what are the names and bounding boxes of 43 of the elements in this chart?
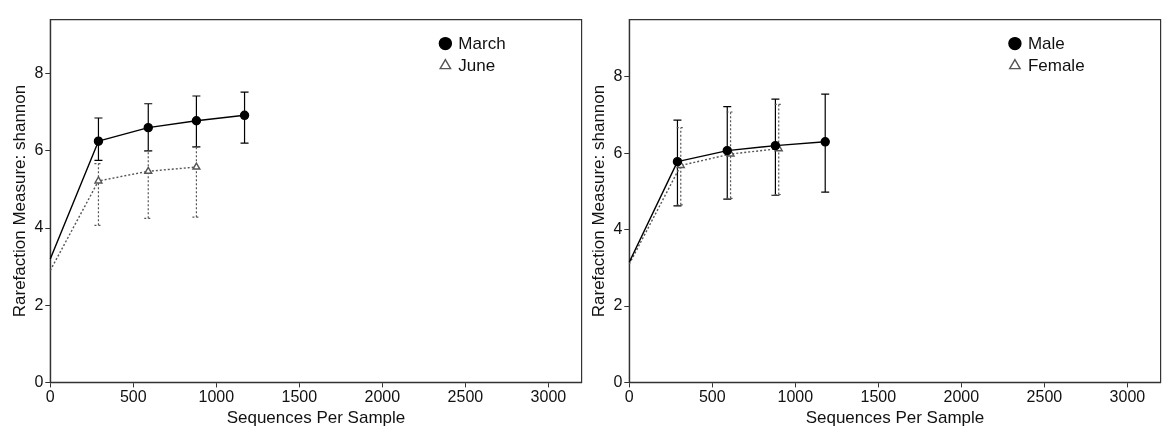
- y-tick-label: 8: [613, 67, 623, 85]
- x-tick-label: 2500: [1026, 388, 1063, 406]
- legend-label: Female: [1027, 56, 1085, 76]
- x-tick-label: 500: [119, 388, 147, 406]
- point: [191, 116, 202, 126]
- y-tick-label: 6: [34, 141, 44, 159]
- x-tick-label: 1500: [860, 388, 897, 406]
- x-tick-label: 3000: [530, 388, 567, 406]
- point: [143, 122, 153, 133]
- y-tick-label: 8: [34, 64, 44, 82]
- x-axis-title: Sequences Per Sample: [226, 408, 406, 428]
- y-axis-title: Rarefaction Measure: shannon: [9, 84, 29, 318]
- x-tick-label: 500: [698, 388, 726, 406]
- x-tick-label: 1000: [198, 388, 235, 406]
- x-tick-label: 1500: [281, 388, 318, 406]
- point: [820, 137, 830, 147]
- y-tick-label: 2: [34, 295, 44, 313]
- legend-label: March: [458, 34, 506, 54]
- x-tick-label: 2000: [943, 388, 980, 406]
- point: [239, 110, 250, 121]
- x-tick-label: 0: [624, 388, 634, 406]
- point: [144, 166, 153, 174]
- point: [93, 136, 104, 146]
- point: [192, 162, 201, 170]
- y-axis-title: Rarefaction Measure: shannon: [588, 84, 608, 318]
- x-axis-title: Sequences Per Sample: [805, 408, 985, 428]
- y-tick-label: 4: [613, 220, 623, 238]
- y-tick-label: 4: [34, 218, 44, 236]
- x-tick-label: 0: [45, 388, 55, 406]
- y-tick-label: 0: [34, 372, 44, 390]
- point: [672, 156, 683, 167]
- point: [722, 145, 732, 156]
- x-tick-label: 2000: [364, 388, 401, 406]
- point: [770, 140, 781, 151]
- x-tick-label: 1000: [777, 388, 814, 406]
- y-tick-label: 6: [613, 143, 623, 161]
- point: [94, 176, 103, 184]
- y-tick-label: 2: [613, 296, 623, 314]
- legend-label: June: [458, 56, 496, 76]
- y-tick-label: 0: [613, 372, 623, 390]
- legend-label: Male: [1027, 34, 1065, 54]
- x-tick-label: 2500: [447, 388, 484, 406]
- x-tick-label: 3000: [1109, 388, 1146, 406]
